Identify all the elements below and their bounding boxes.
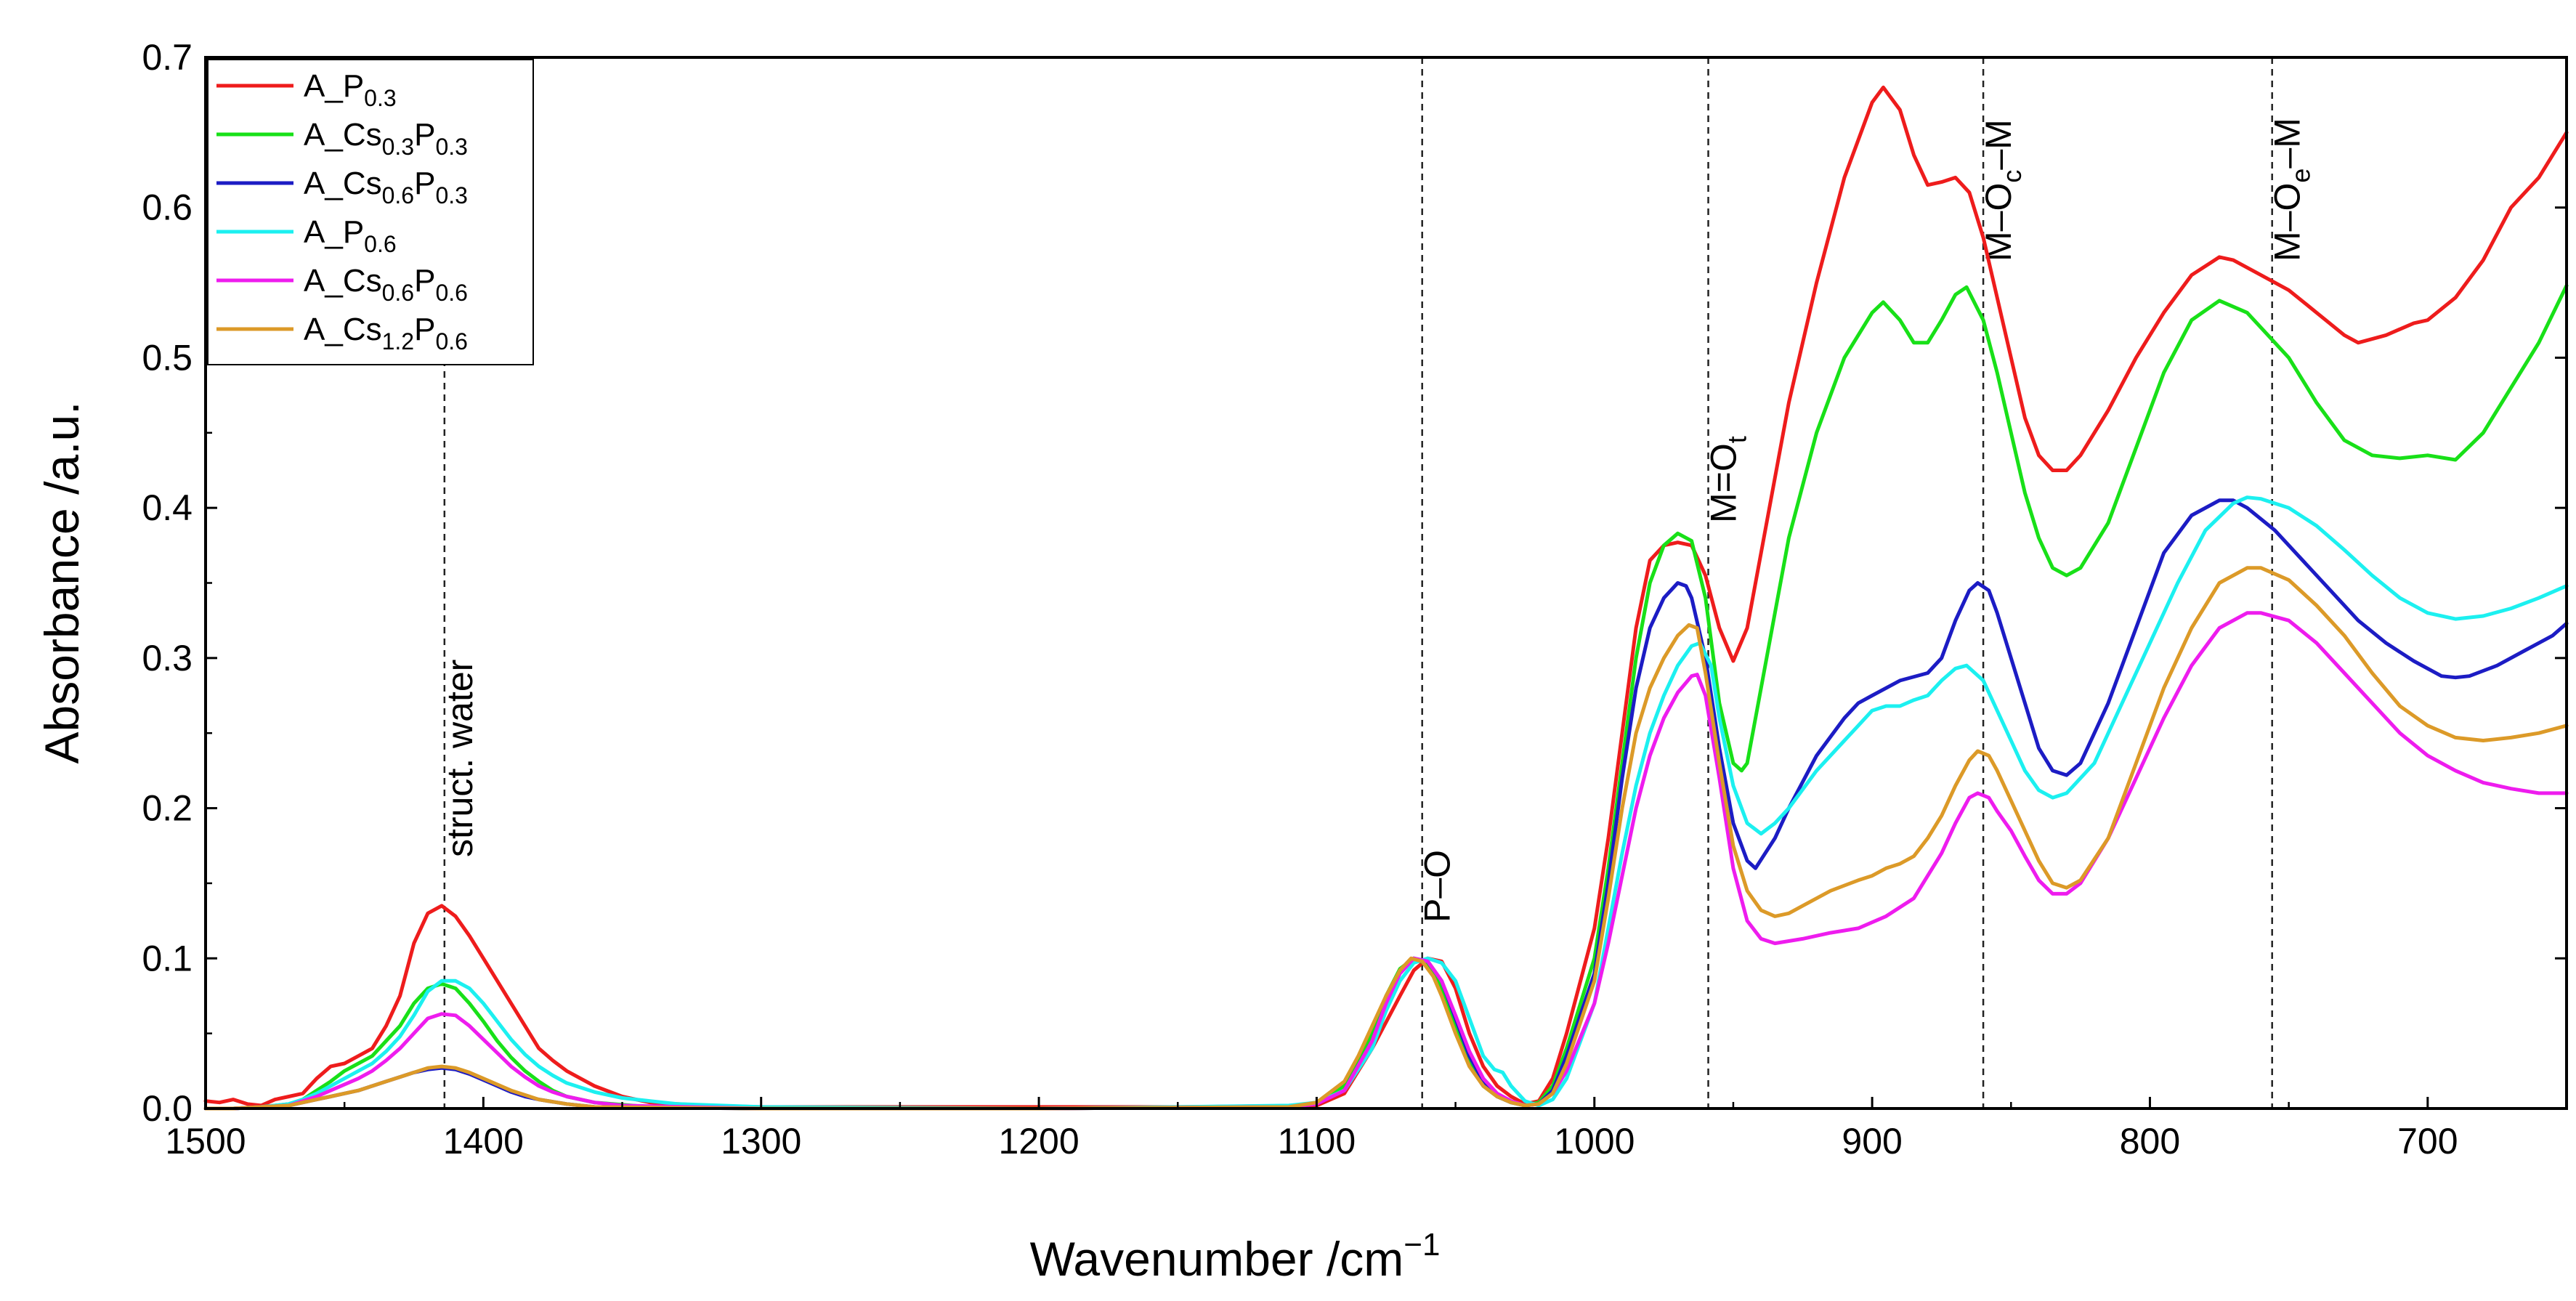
series-line-5 xyxy=(203,566,2569,1111)
annotation-label-sub: c xyxy=(1997,170,2027,183)
x-tick-label: 1200 xyxy=(998,1121,1079,1162)
annotation-label-text: struct. water xyxy=(440,660,480,857)
annotation-label-tail: –M xyxy=(2267,118,2308,168)
legend-label: A_Cs0.3P0.3 xyxy=(304,117,468,160)
y-tick-label: 0.0 xyxy=(142,1088,193,1129)
y-axis: 0.0 0.1 0.2 0.3 0.4 0.5 0.6 0.7 xyxy=(142,37,2567,1129)
legend-label: A_Cs1.2P0.6 xyxy=(304,312,468,354)
legend-label: A_Cs0.6P0.6 xyxy=(304,263,468,306)
series-lines xyxy=(203,85,2569,1111)
annotation-label-sub: t xyxy=(1722,436,1752,443)
annotation-label: M–Oe–M xyxy=(2267,118,2316,262)
series-line-3 xyxy=(203,495,2569,1111)
annotation-label: M–Oc–M xyxy=(1978,119,2027,262)
series-line-1 xyxy=(203,283,2569,1111)
legend-label: A_Cs0.6P0.3 xyxy=(304,166,468,208)
y-tick-label: 0.2 xyxy=(142,788,193,829)
series-line-4 xyxy=(203,611,2569,1111)
x-tick-label: 800 xyxy=(2120,1121,2180,1162)
x-tick-label: 1100 xyxy=(1278,1121,1356,1162)
x-tick-label: 1000 xyxy=(1554,1121,1635,1162)
y-tick-label: 0.5 xyxy=(142,337,193,378)
legend: A_P0.3 A_Cs0.3P0.3 A_Cs0.6P0.3 A_P0.6 A_Cs0.… xyxy=(207,59,534,365)
x-axis-title-superscript: −1 xyxy=(1404,1227,1440,1263)
y-axis-title: Absorbance /a.u. xyxy=(35,402,89,764)
annotation-label-tail: –M xyxy=(1978,119,2019,169)
annotation-label-text: P–O xyxy=(1417,850,1458,923)
x-tick-label: 1500 xyxy=(165,1121,246,1162)
y-tick-label: 0.4 xyxy=(142,487,193,528)
annotation-label-text: M–O xyxy=(2267,183,2308,262)
x-axis-title: Wavenumber /cm−1 xyxy=(1030,1227,1441,1286)
x-axis: 1500 1400 1300 1200 1100 1000 900 800 700 xyxy=(165,1097,2568,1162)
legend-label: A_P0.6 xyxy=(304,214,397,257)
legend-label: A_P0.3 xyxy=(304,68,397,111)
annotation-label: M=Ot xyxy=(1704,436,1752,523)
legend-box xyxy=(207,59,534,365)
x-tick-label: 1300 xyxy=(721,1121,801,1162)
annotation-label: struct. water xyxy=(440,660,480,857)
y-tick-label: 0.1 xyxy=(142,938,193,978)
annotation-label-sub: e xyxy=(2286,169,2316,183)
x-tick-label: 1400 xyxy=(443,1121,524,1162)
annotation-label-text: M=O xyxy=(1704,443,1744,523)
y-tick-label: 0.7 xyxy=(142,37,193,78)
annotation-label: P–O xyxy=(1417,850,1458,923)
x-tick-label: 900 xyxy=(1842,1121,1902,1162)
x-tick-label: 700 xyxy=(2397,1121,2458,1162)
y-tick-label: 0.3 xyxy=(142,638,193,678)
series-line-0 xyxy=(203,85,2569,1109)
y-tick-label: 0.6 xyxy=(142,187,193,228)
